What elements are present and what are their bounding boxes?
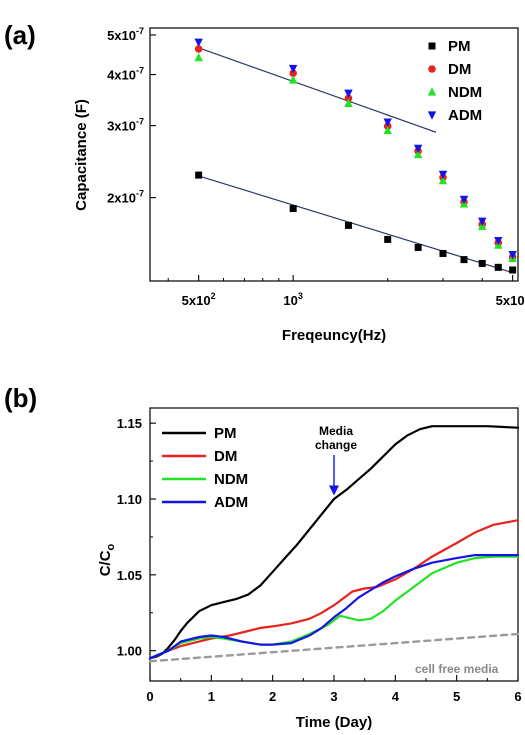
data-lines-b [148,425,520,663]
data-point-ndm [344,98,353,108]
media-change-label: Media change [315,424,357,452]
series-pm [195,171,517,274]
series-line-adm [148,553,520,660]
data-point-pm [494,263,502,271]
y-tick-label-b: 1.15 [117,416,142,431]
legend-label-adm: ADM [448,107,482,124]
x-axis-title-b: Time (Day) [296,714,372,731]
fit-line [198,47,437,133]
fit-lines-a [198,47,513,274]
x-tick-label-b: 2 [269,689,276,704]
y-tick-label-b: 1.00 [117,644,142,659]
data-point-adm [288,64,298,74]
x-tick-label-b: 4 [392,689,400,704]
legend-a: PM DM NDM ADM [427,38,482,124]
series-line-cell-free-media [148,632,520,663]
legend-label-pm: PM [214,425,237,442]
data-point-pm [195,171,203,179]
data-point-ndm [383,125,392,135]
data-point-adm [344,89,353,99]
x-tick-label-b: 1 [208,689,215,704]
series-adm [194,38,517,260]
data-point-pm [478,259,486,267]
y-axis-title-b-sub: o [105,543,117,550]
series-line-dm [148,519,520,660]
data-point-adm [438,170,448,180]
legend-label-ndm: NDM [448,84,482,101]
data-point-adm [383,118,392,127]
data-point-pm [414,243,422,251]
axis-ticks-b: 0 1 2 3 4 5 6 1.00 1.05 1.10 1.15 [117,416,522,704]
data-point-ndm [288,75,298,84]
y-tick-label-a: 5x10-7 [107,26,144,43]
series-line-pm [148,425,520,660]
x-tick-label-a: 5x102 [182,291,216,308]
legend-label-ndm: NDM [214,471,248,488]
data-point-adm [194,38,203,48]
y-axis-title-a: Capacitance (F) [73,99,90,211]
cell-free-media-label: cell free media [415,662,499,676]
data-point-pm [439,249,447,257]
data-point-pm [289,205,297,213]
panel-b-label: (b) [4,383,37,413]
x-tick-label-b: 5 [453,689,460,704]
annotations-b: Media change cell free media [315,424,499,676]
legend-label-dm: DM [214,448,237,465]
data-point-adm [459,195,469,205]
axis-ticks-a: 5x102 103 5x103 2x10-7 3x10-7 4x10-7 5x10-7 [107,26,525,308]
legend-marker-adm [427,111,437,120]
legend-marker-dm [428,65,436,73]
data-point-dm [194,45,203,53]
data-point-pm [460,256,468,264]
x-axis-title-a: Freqeuncy(Hz) [282,327,386,344]
data-point-ndm [194,52,203,62]
x-tick-label-b: 6 [514,689,521,704]
y-tick-label-a: 2x10-7 [107,189,144,206]
legend-label-adm: ADM [214,494,248,511]
media-change-arrow-head [329,485,339,496]
legend-label-pm: PM [448,38,471,55]
legend-b: PM DM NDM ADM [162,425,248,511]
legend-marker-ndm [427,87,437,96]
data-point-adm [494,236,503,246]
data-point-pm [509,266,517,274]
x-tick-label-a: 103 [283,291,302,308]
data-points-a [194,38,517,274]
x-tick-label-a: 5x103 [496,291,525,308]
plot-frame-a [149,27,519,282]
legend-marker-pm [428,42,436,50]
data-point-pm [384,235,392,243]
y-axis-title-b-main: C/C [97,550,114,576]
panel-b: (b) 0 1 2 3 4 5 6 1.00 1.05 1.10 1.15 PM DM NDM ADM M… [4,383,522,731]
data-point-adm [478,217,487,227]
data-point-ndm [438,175,448,185]
data-point-ndm [413,149,423,159]
y-tick-label-b: 1.05 [117,568,142,583]
series-line-ndm [148,555,520,660]
legend-label-dm: DM [448,61,471,78]
y-tick-label-a: 4x10-7 [107,66,144,83]
data-point-adm [413,144,423,154]
data-point-dm [344,94,353,103]
panel-a: (a) 5x102 103 5x103 2x10-7 3x10-7 4x10-7 5x10-… [4,20,525,344]
data-point-adm [508,251,517,260]
data-point-pm [344,221,352,229]
y-axis-title-b: C/Co [97,543,117,576]
y-tick-label-a: 3x10-7 [107,117,144,134]
fit-line [198,175,513,274]
x-tick-label-b: 3 [330,689,337,704]
y-tick-label-b: 1.10 [117,492,142,507]
panel-a-label: (a) [4,20,36,50]
x-tick-label-b: 0 [146,689,153,704]
